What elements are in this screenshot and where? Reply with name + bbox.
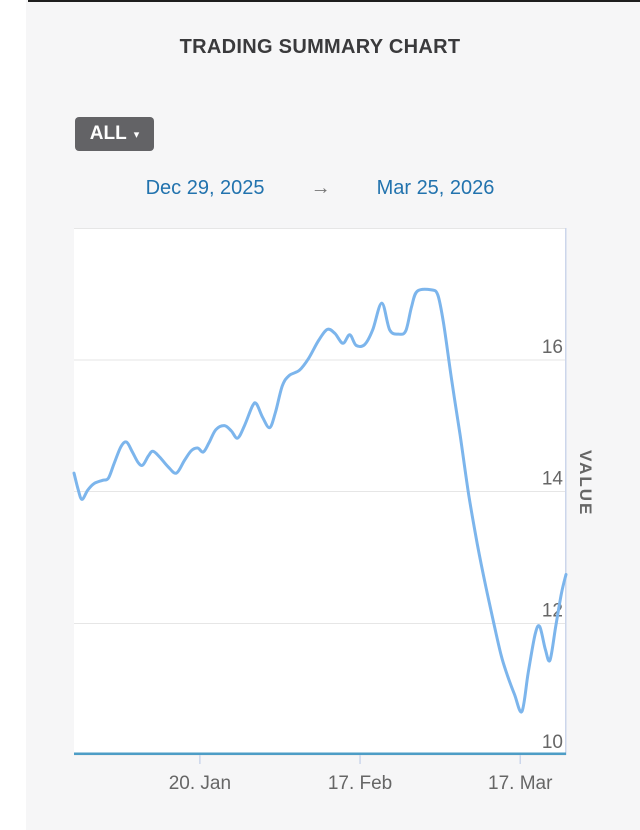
date-range: Dec 29, 2025 → Mar 25, 2026 (0, 174, 640, 202)
x-axis-label: 17. Mar (488, 773, 553, 794)
caret-down-icon: ▾ (133, 128, 140, 141)
y-axis-label: 16 (542, 337, 563, 358)
arrow-right-icon: → (310, 176, 331, 199)
top-border-line (28, 0, 640, 2)
series-line[interactable] (72, 287, 568, 714)
plot-area (74, 228, 566, 755)
x-axis-label: 17. Feb (328, 773, 392, 794)
x-axis-label: 20. Jan (169, 773, 231, 794)
page-title: TRADING SUMMARY CHART (179, 36, 461, 58)
range-selector-label: ALL (89, 123, 127, 144)
end-date[interactable]: Mar 25, 2026 (376, 176, 495, 199)
y-axis-title: VALUE (576, 450, 595, 517)
start-date[interactable]: Dec 29, 2025 (145, 176, 265, 199)
range-selector-button[interactable]: ALL ▾ (75, 117, 154, 151)
y-axis-label: 14 (542, 469, 564, 490)
y-axis-label: 10 (542, 732, 563, 753)
left-margin-strip (0, 0, 26, 830)
